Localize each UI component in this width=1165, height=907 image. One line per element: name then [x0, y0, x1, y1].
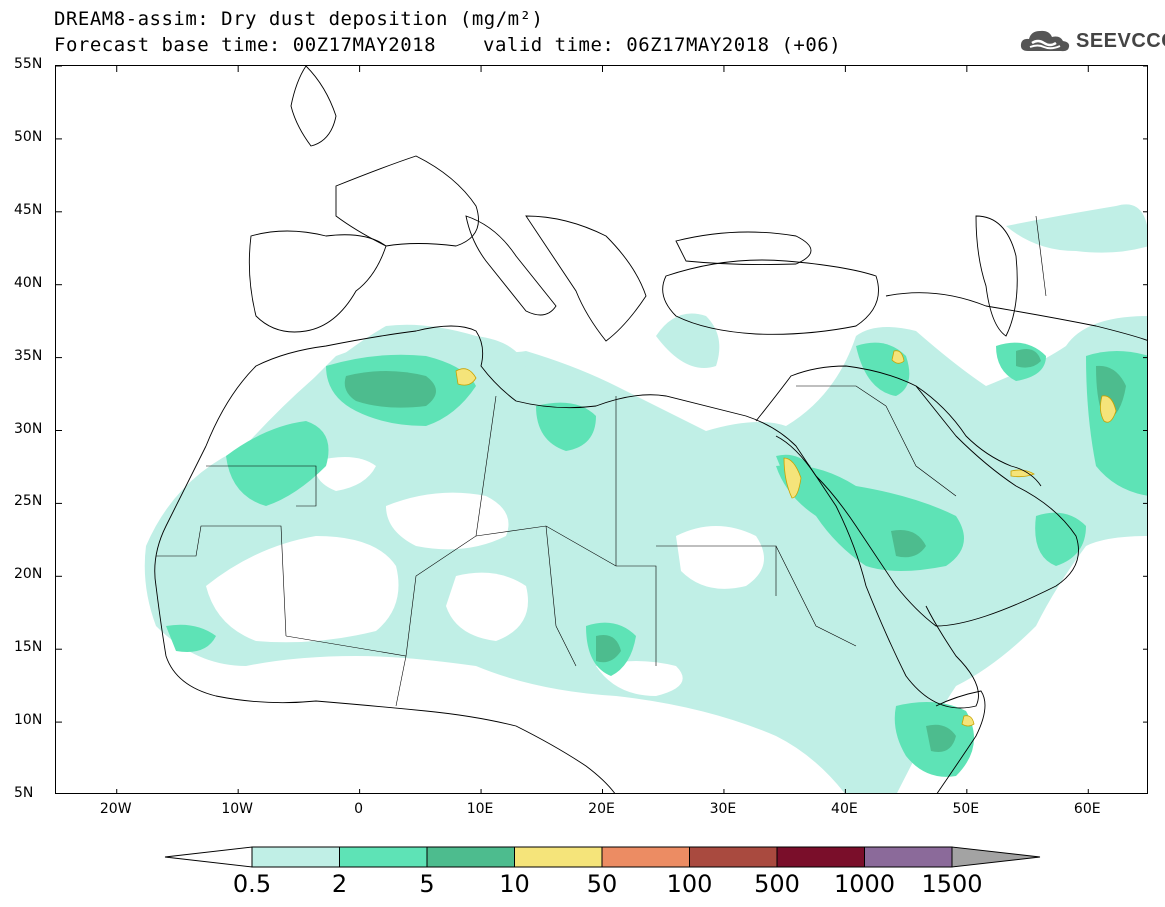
- colorbar-level-label: 500: [754, 870, 800, 898]
- lon-label-30E: 30E: [709, 801, 737, 817]
- cloud-icon: [1020, 30, 1070, 52]
- colorbar-below-arrow: [164, 846, 253, 868]
- country-borders: [156, 215, 1047, 707]
- colorbar-level-label: 10: [499, 870, 530, 898]
- lat-label-50N: 50N: [14, 128, 43, 145]
- colorbar-level-label: 0.5: [232, 870, 272, 898]
- lon-label-20E: 20E: [588, 801, 615, 817]
- forecast-base-time: Forecast base time: 00Z17MAY2018: [54, 34, 437, 56]
- lat-label-40N: 40N: [14, 274, 43, 291]
- colorbar-level-label: 100: [666, 870, 713, 898]
- lon-label-10W: 10W: [221, 801, 253, 817]
- dust-level-0.5-2: [144, 204, 1147, 793]
- logo-text: SEEVCCC: [1076, 29, 1165, 52]
- colorbar-above-arrow: [951, 846, 1041, 868]
- colorbar-swatch: [689, 846, 778, 868]
- lat-label-30N: 30N: [14, 420, 43, 437]
- lon-label-10E: 10E: [466, 801, 494, 817]
- coastlines: [154, 66, 1147, 793]
- lon-label-40E: 40E: [831, 801, 858, 817]
- lat-label-55N: 55N: [14, 56, 43, 72]
- lat-label-15N: 15N: [14, 639, 43, 656]
- lat-label-5N: 5N: [14, 785, 34, 801]
- lon-label-60E: 60E: [1073, 801, 1101, 817]
- colorbar-swatch: [251, 846, 340, 868]
- lat-label-10N: 10N: [14, 712, 43, 729]
- colorbar-swatch: [339, 846, 428, 868]
- lon-label-0: 0: [354, 801, 364, 817]
- tick-marks: [56, 66, 1147, 793]
- map-area: [55, 65, 1148, 794]
- lon-label-50E: 50E: [952, 801, 980, 817]
- colorbar-swatch: [601, 846, 690, 868]
- colorbar-level-label: 50: [586, 870, 618, 898]
- colorbar-swatch: [514, 846, 603, 868]
- valid-time: valid time: 06Z17MAY2018 (+06): [483, 34, 842, 56]
- dust-free-areas: [206, 457, 764, 696]
- seevccc-logo: SEEVCCC: [1018, 24, 1165, 58]
- colorbar-level-label: 2: [331, 870, 348, 898]
- dust-level-5-10: [344, 348, 1126, 752]
- lon-label-20W: 20W: [99, 801, 132, 817]
- colorbar-level-label: 1500: [921, 870, 983, 898]
- dust-map: [56, 66, 1147, 793]
- colorbar-level-label: 5: [419, 870, 435, 898]
- map-title: DREAM8-assim: Dry dust deposition (mg/m²…: [54, 8, 544, 30]
- colorbar-swatch: [776, 846, 865, 868]
- colorbar-swatch: [426, 846, 515, 868]
- lat-label-35N: 35N: [14, 347, 43, 364]
- colorbar-swatch: [864, 846, 953, 868]
- lat-label-25N: 25N: [14, 493, 43, 510]
- lat-label-20N: 20N: [14, 566, 43, 583]
- lat-label-45N: 45N: [14, 201, 43, 218]
- colorbar-level-label: 1000: [833, 870, 896, 898]
- dust-level-10-50: [455, 350, 1117, 727]
